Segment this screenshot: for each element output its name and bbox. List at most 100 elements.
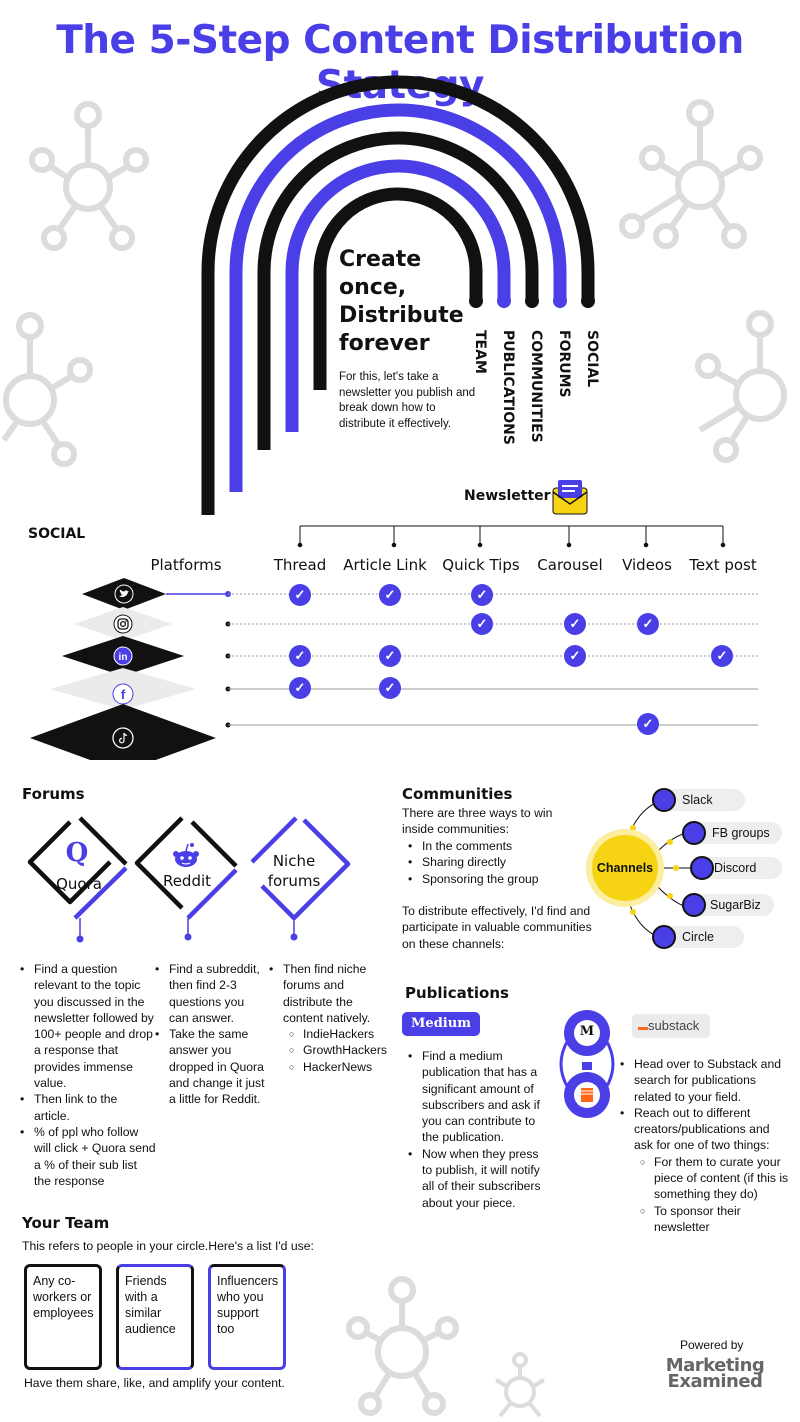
channel-pill-discord: Discord (698, 857, 782, 879)
team-heading: Your Team (22, 1214, 110, 1232)
communities-outro: To distribute effectively, I'd find and … (402, 904, 592, 951)
channel-pill-fb-groups: FB groups (690, 822, 782, 844)
social-section-label: SOCIAL (28, 526, 86, 542)
team-box-friends: Friends with a similar audience (116, 1264, 194, 1370)
linkedin-icon: in (113, 646, 133, 666)
hero-headline: Create once, Distribute forever (339, 246, 464, 358)
channel-label: SugarBiz (710, 898, 761, 912)
check-icon: ✓ (379, 584, 401, 606)
instagram-icon (113, 614, 133, 634)
channel-pill-circle: Circle (660, 926, 744, 948)
communities-ways: In the comments Sharing directly Sponsor… (408, 838, 588, 887)
twitter-bird-icon (114, 584, 134, 604)
sublist-item: To sponsor their newsletter (640, 1203, 790, 1236)
svg-text:f: f (121, 687, 126, 702)
check-icon: ✓ (379, 677, 401, 699)
brand-line: Examined (667, 1371, 763, 1392)
list-item: Now when they press to publish, it will … (408, 1146, 548, 1211)
substack-badge: ▬substack (632, 1014, 710, 1038)
medium-badge: Medium (402, 1012, 480, 1036)
check-icon: ✓ (564, 645, 586, 667)
tiktok-icon (112, 727, 134, 749)
platforms-column-header: Platforms (150, 556, 222, 574)
team-intro: This refers to people in your circle.Her… (22, 1239, 314, 1253)
list-item: Then link to the article. (20, 1091, 156, 1124)
channel-label: FB groups (712, 826, 770, 840)
column-header-quick-tips: Quick Tips (442, 556, 520, 574)
check-icon: ✓ (637, 613, 659, 635)
brand-line: Marketing (665, 1355, 765, 1376)
sublist: IndieHackers GrowthHackers HackerNews (289, 1026, 389, 1075)
check-icon: ✓ (471, 613, 493, 635)
check-icon: ✓ (637, 713, 659, 735)
list-item-text: Reach out to different creators/publicat… (634, 1105, 770, 1153)
substack-badge-label: substack (648, 1018, 700, 1033)
forum-label-reddit: Reddit (162, 872, 212, 890)
medium-logo-icon: M (579, 1024, 595, 1039)
check-icon: ✓ (471, 584, 493, 606)
sublist-item: IndieHackers (289, 1026, 389, 1043)
distribution-rainbow (201, 75, 595, 515)
column-header-thread: Thread (273, 556, 327, 574)
forum-label-quora: Quora (56, 875, 102, 893)
quora-logo-icon: Q (65, 838, 89, 868)
forums-heading: Forums (22, 785, 85, 803)
list-item: Find a subreddit, then find 2-3 question… (155, 961, 267, 1026)
channel-dot (682, 821, 706, 845)
team-box-influencers: Influencers who you support too (208, 1264, 286, 1370)
check-icon: ✓ (711, 645, 733, 667)
svg-text:in: in (119, 652, 128, 663)
social-column-tree (297, 525, 726, 548)
powered-by-label: Powered by (680, 1338, 744, 1352)
headline-line: once, (339, 275, 407, 300)
list-item: Take the same answer you dropped in Quor… (155, 1026, 267, 1107)
medium-substack-cycle (559, 1010, 615, 1118)
channels-hub: Channels (592, 835, 658, 901)
column-header-carousel: Carousel (537, 556, 603, 574)
forum-label-niche: Niche forums (254, 851, 334, 891)
headline-line: Create (339, 247, 422, 272)
team-outro: Have them share, like, and amplify your … (24, 1376, 285, 1390)
channel-pill-sugarbiz: SugarBiz (690, 894, 774, 916)
check-icon: ✓ (379, 645, 401, 667)
brand-logo: Marketing Examined (660, 1355, 770, 1392)
channel-dot (682, 893, 706, 917)
column-header-videos: Videos (622, 556, 672, 574)
newsletter-envelope-icon (552, 480, 588, 515)
check-icon: ✓ (289, 645, 311, 667)
channel-dot (652, 925, 676, 949)
check-icon: ✓ (564, 613, 586, 635)
list-item: Find a medium publication that has a sig… (408, 1048, 548, 1146)
forum-diamonds-clean (0, 810, 360, 945)
substack-instructions: Head over to Substack and search for pub… (620, 1056, 790, 1235)
reddit-instructions: Find a subreddit, then find 2-3 question… (155, 961, 267, 1108)
headline-line: Distribute (339, 303, 464, 328)
list-item: Find a question relevant to the topic yo… (20, 961, 156, 1091)
channel-dot (652, 788, 676, 812)
headline-line: forever (339, 331, 430, 356)
list-item: % of ppl who follow will click + Quora s… (20, 1124, 156, 1189)
check-icon: ✓ (289, 677, 311, 699)
check-icon: ✓ (289, 584, 311, 606)
sublist-item: HackerNews (289, 1059, 389, 1076)
communities-heading: Communities (402, 785, 513, 803)
facebook-icon: f (112, 683, 134, 705)
list-item: Reach out to different creators/publicat… (620, 1105, 790, 1235)
list-item: Sponsoring the group (408, 871, 588, 888)
medium-instructions: Find a medium publication that has a sig… (408, 1048, 548, 1211)
medium-badge-label: Medium (411, 1016, 471, 1031)
list-item: Sharing directly (408, 854, 588, 871)
list-item: In the comments (408, 838, 588, 855)
sublist-item: GrowthHackers (289, 1042, 389, 1059)
list-item: Head over to Substack and search for pub… (620, 1056, 790, 1105)
sublist-item: For them to curate your piece of content… (640, 1154, 790, 1203)
reddit-logo-icon (173, 843, 199, 867)
list-item-text: Then find niche forums and distribute th… (283, 962, 371, 1025)
channel-dot (690, 856, 714, 880)
hero-intro: For this, let's take a newsletter you pu… (339, 371, 476, 430)
quora-instructions: Find a question relevant to the topic yo… (20, 961, 156, 1189)
channels-hub-label: Channels (596, 861, 654, 875)
team-box-coworkers: Any co-workers or employees (24, 1264, 102, 1370)
communities-intro: There are three ways to win inside commu… (402, 806, 553, 837)
